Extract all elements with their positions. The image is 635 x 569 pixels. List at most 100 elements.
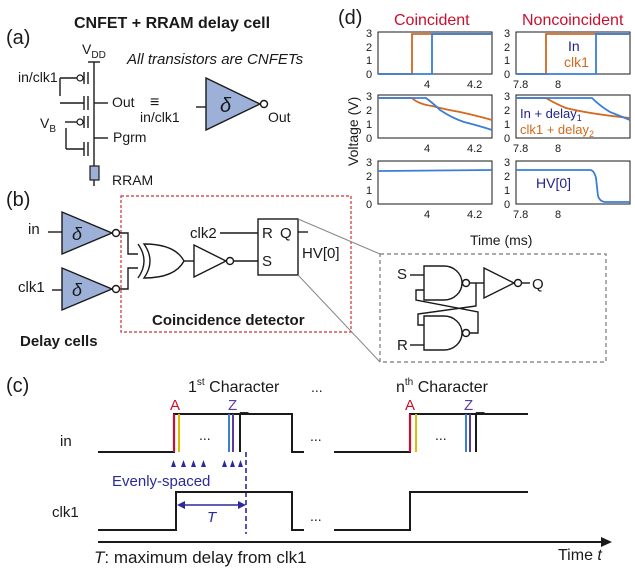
evenly-spaced-label: Evenly-spaced (112, 473, 210, 490)
svg-text:8: 8 (555, 209, 561, 221)
svg-text:8: 8 (555, 143, 561, 155)
delay-caption: T: maximum delay from clk1 (94, 548, 307, 567)
inset-nand-bottom (423, 315, 463, 351)
svg-text:2: 2 (504, 171, 510, 183)
underscore-first: _ (239, 397, 249, 414)
svg-text:0: 0 (504, 199, 510, 211)
in-clk1-label: in/clk1 (18, 69, 58, 85)
nth-character-label: nth Character (396, 377, 489, 396)
svg-text:7.8: 7.8 (513, 209, 528, 221)
first-character-label: 1st Character (188, 377, 280, 396)
symbol-output-label: Out (268, 109, 291, 125)
xor-extra-arc (137, 243, 145, 279)
hv-output-label: HV[0] (302, 245, 340, 262)
noncoincident-hv-trace (516, 169, 630, 203)
inset-gates (410, 265, 530, 351)
noncoincident-in-delay-trace (516, 97, 631, 121)
coincident-clk-delay-trace (378, 97, 493, 121)
coincident-in-trace (378, 33, 492, 75)
edge-ellipsis-first: ... (199, 427, 211, 443)
in-signal-label: in (60, 433, 72, 450)
delay-cell-in (61, 210, 114, 256)
noncoincident-clk-delay-trace (516, 97, 631, 119)
delay-cell-schematic (59, 61, 108, 186)
coincident-hv-trace (377, 169, 493, 172)
svg-text:7.8: 7.8 (513, 143, 528, 155)
svg-text:3: 3 (504, 91, 510, 103)
letter-a-first: A (170, 397, 180, 414)
latch-detail-box (379, 253, 607, 363)
evenly-spaced-arrows (171, 460, 243, 467)
clk1-ellipsis: ... (310, 508, 322, 524)
equiv-sign: ≡ (150, 94, 159, 111)
svg-text:1: 1 (366, 55, 372, 67)
panel-c-label: (c) (6, 375, 29, 397)
time-axis-label: Time t (558, 547, 602, 564)
panel-b-label: (b) (6, 189, 30, 211)
delay-symbol-bubble (259, 99, 269, 109)
svg-text:4: 4 (424, 143, 430, 155)
inset-r-label: R (397, 337, 408, 354)
svg-text:7.8: 7.8 (513, 79, 528, 91)
delay-cell-clk1-bubble (111, 284, 121, 294)
clk1-waveform-first (98, 491, 304, 531)
clk1-to-xor-wire (120, 267, 138, 290)
in-to-xor-wire (120, 232, 138, 255)
coincident-title: Coincident (394, 12, 470, 29)
period-t-label: T (207, 509, 218, 526)
panel-a-label: (a) (6, 27, 30, 49)
time-ms-axis-label: Time (ms) (470, 232, 532, 248)
y-tick-labels: 3 2 1 0 3 2 1 0 3 2 1 0 3 2 1 0 3 2 1 0 … (366, 28, 510, 211)
svg-text:4.2: 4.2 (467, 209, 482, 221)
clk2-label: clk2 (190, 225, 217, 242)
inset-nand-top (423, 265, 463, 301)
underscore-nth: _ (475, 397, 485, 414)
noncoincident-title: Noncoincident (522, 12, 624, 29)
delay-cell-in-delta: δ (72, 224, 83, 244)
svg-text:2: 2 (504, 42, 510, 54)
svg-text:3: 3 (504, 28, 510, 40)
coincident-clk1-trace (378, 33, 492, 75)
legend-in: In (568, 38, 580, 54)
svg-text:1: 1 (504, 55, 510, 67)
svg-text:0: 0 (504, 133, 510, 145)
inset-pointer-bottom (297, 274, 381, 363)
inset-inverter (483, 266, 516, 300)
vdd-label: VDD (82, 41, 106, 61)
in-input-label: in (28, 221, 40, 238)
inset-s-label: S (397, 266, 407, 283)
clk1-waveform-nth (334, 491, 528, 531)
legend-clk-delay: clk1 + delay2 (520, 122, 594, 139)
svg-text:3: 3 (366, 28, 372, 40)
delay-cell-clk1 (61, 266, 114, 312)
svg-text:0: 0 (366, 133, 372, 145)
top-ellipsis: ... (311, 379, 323, 395)
svg-text:1: 1 (366, 119, 372, 131)
plot-frames (377, 31, 631, 205)
delay-cells-label: Delay cells (20, 333, 98, 350)
letter-z-nth: Z (464, 397, 473, 414)
svg-text:1: 1 (504, 119, 510, 131)
coincidence-detector-box (120, 195, 352, 333)
and-buffer-gate (193, 243, 228, 279)
panel-d-label: (d) (338, 7, 362, 29)
latch-r-pin: R (262, 225, 273, 242)
sr-latch (257, 218, 299, 276)
inset-pointer-top (297, 218, 381, 255)
x-tick-labels: 4 4.2 7.8 8 4 4.2 7.8 8 4 4.2 7.8 8 (424, 79, 561, 221)
svg-text:2: 2 (366, 42, 372, 54)
delay-cell-clk1-delta: δ (72, 280, 83, 300)
svg-text:4.2: 4.2 (467, 79, 482, 91)
legend-hv: HV[0] (536, 175, 571, 191)
panel-a-title: CNFET + RRAM delay cell (74, 15, 270, 32)
letter-a-nth: A (405, 397, 415, 414)
in-waveform-nth (334, 413, 528, 453)
rram-label: RRAM (112, 172, 153, 188)
svg-text:3: 3 (366, 91, 372, 103)
svg-text:3: 3 (504, 157, 510, 169)
svg-text:1: 1 (504, 185, 510, 197)
out-label: Out (112, 94, 135, 110)
xnor-gate (142, 243, 185, 279)
cnfet-note: All transistors are CNFETs (126, 51, 304, 68)
